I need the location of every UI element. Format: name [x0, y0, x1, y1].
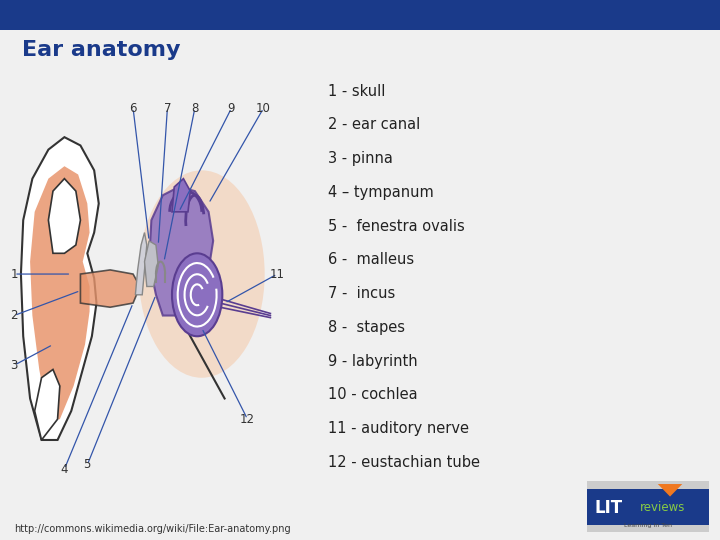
- Text: 4: 4: [60, 463, 68, 476]
- Text: 3: 3: [10, 359, 18, 372]
- Text: 8: 8: [703, 10, 711, 20]
- Ellipse shape: [139, 170, 265, 378]
- FancyBboxPatch shape: [587, 481, 709, 532]
- Text: Learning In Ten: Learning In Ten: [624, 523, 672, 529]
- Polygon shape: [30, 166, 89, 419]
- Polygon shape: [149, 187, 213, 315]
- Ellipse shape: [172, 253, 222, 336]
- Text: 6: 6: [130, 102, 137, 114]
- Text: 9 - labyrinth: 9 - labyrinth: [328, 354, 417, 369]
- Text: 4 – tympanum: 4 – tympanum: [328, 185, 433, 200]
- Text: 6 -  malleus: 6 - malleus: [328, 252, 414, 267]
- Text: 5 -  fenestra ovalis: 5 - fenestra ovalis: [328, 219, 464, 234]
- Text: 11 - auditory nerve: 11 - auditory nerve: [328, 421, 469, 436]
- Text: 1: 1: [10, 267, 18, 281]
- Polygon shape: [81, 270, 140, 307]
- Text: 10: 10: [256, 102, 271, 114]
- Text: 7 -  incus: 7 - incus: [328, 286, 395, 301]
- Text: 11: 11: [270, 267, 284, 281]
- FancyBboxPatch shape: [587, 489, 709, 525]
- Text: 9: 9: [228, 102, 235, 114]
- Text: LIT: LIT: [595, 499, 623, 517]
- Polygon shape: [48, 179, 81, 253]
- Polygon shape: [135, 233, 147, 295]
- Text: 3 - pinna: 3 - pinna: [328, 151, 392, 166]
- Polygon shape: [145, 241, 158, 287]
- Text: 12 - eustachian tube: 12 - eustachian tube: [328, 455, 480, 470]
- Polygon shape: [658, 484, 683, 497]
- Text: 1 - skull: 1 - skull: [328, 84, 385, 99]
- Text: Ear anatomy: Ear anatomy: [22, 40, 180, 60]
- Text: 2: 2: [10, 309, 18, 322]
- Text: 12: 12: [240, 413, 255, 426]
- Text: 2 - ear canal: 2 - ear canal: [328, 117, 420, 132]
- Polygon shape: [21, 137, 99, 440]
- Text: 10 - cochlea: 10 - cochlea: [328, 388, 417, 402]
- Text: reviews: reviews: [640, 502, 685, 515]
- Text: 7: 7: [163, 102, 171, 114]
- Polygon shape: [35, 369, 60, 440]
- Text: 5: 5: [84, 458, 91, 471]
- Text: 8 -  stapes: 8 - stapes: [328, 320, 405, 335]
- Text: 8: 8: [192, 102, 199, 114]
- Text: http://commons.wikimedia.org/wiki/File:Ear-anatomy.png: http://commons.wikimedia.org/wiki/File:E…: [14, 523, 291, 534]
- Polygon shape: [172, 179, 190, 212]
